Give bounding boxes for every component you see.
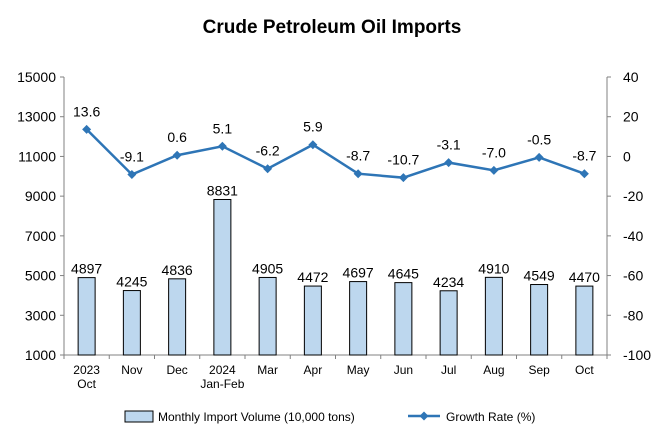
- left-tick-label: 1000: [25, 347, 56, 363]
- line-point: [534, 152, 544, 162]
- line-data-label: -10.7: [387, 152, 419, 168]
- line-data-label: -6.2: [256, 143, 280, 159]
- bar-data-label: 4905: [252, 260, 283, 276]
- bar: [122, 290, 141, 356]
- bar-data-label: 4910: [478, 260, 509, 276]
- bar-data-label: 4897: [71, 261, 102, 277]
- line-point: [353, 169, 363, 179]
- bar: [439, 290, 458, 356]
- category-labels: 2023 Oct Nov Dec 2024 Jan-Feb Mar Apr May Jun Jul A…: [73, 363, 594, 391]
- line-data-label: -8.7: [346, 148, 370, 164]
- right-tick-label: 20: [623, 109, 639, 125]
- right-tick-label: -80: [623, 307, 643, 323]
- legend-bar-label: Monthly Import Volume (10,000 tons): [158, 410, 355, 424]
- line-series: 13.6 -9.1 0.6 5.1 -6.2 5.9 -8.7 -10.7 -3.1 -7.0 -0…: [73, 103, 597, 183]
- line-point: [579, 169, 589, 179]
- x-tick-label: Apr: [304, 363, 323, 377]
- bar: [303, 285, 322, 356]
- x-tick-label: May: [347, 363, 370, 377]
- legend-line-marker: [419, 411, 429, 421]
- bar: [484, 276, 503, 356]
- line-point: [308, 140, 318, 150]
- x-tick-label: Mar: [257, 363, 278, 377]
- bar: [213, 198, 232, 356]
- line-point: [217, 141, 227, 151]
- right-tick-label: -100: [623, 347, 651, 363]
- line-data-label: -9.1: [120, 148, 144, 164]
- right-tick-label: -40: [623, 228, 643, 244]
- bar-data-label: 8831: [207, 182, 238, 198]
- line-data-label: -7.0: [482, 144, 506, 160]
- line-point: [398, 173, 408, 183]
- line-data-label: 5.1: [213, 120, 233, 136]
- bar: [349, 281, 368, 356]
- left-tick-label: 3000: [25, 307, 56, 323]
- line-data-label: 5.9: [303, 119, 323, 135]
- chart-title: Crude Petroleum Oil Imports: [203, 17, 462, 38]
- x-tick-label: 2023 Oct: [73, 363, 100, 391]
- x-tick-label: 2024 Jan-Feb: [200, 363, 244, 391]
- line-point: [444, 158, 454, 168]
- line-point: [263, 164, 273, 174]
- line-point: [82, 124, 92, 134]
- axes: 1000 3000 5000 7000 9000 11000 13000 15000 -100 -…: [17, 69, 651, 363]
- line-point: [127, 169, 137, 179]
- bar-data-label: 4245: [116, 274, 147, 290]
- right-tick-label: 40: [623, 69, 639, 85]
- line-point: [172, 150, 182, 160]
- line-data-label: 0.6: [167, 129, 187, 145]
- bar-data-label: 4645: [388, 266, 419, 282]
- bar-data-label: 4549: [524, 268, 555, 284]
- bar: [258, 276, 277, 356]
- line-data-label: -0.5: [527, 131, 551, 147]
- bar: [394, 282, 413, 356]
- right-tick-label: -20: [623, 188, 643, 204]
- x-tick-label: Sep: [528, 363, 550, 377]
- legend: Monthly Import Volume (10,000 tons) Growt…: [124, 410, 535, 424]
- x-tick-label: Aug: [483, 363, 504, 377]
- bar-data-label: 4470: [569, 269, 600, 285]
- x-tick-label: Nov: [121, 363, 142, 377]
- legend-line-label: Growth Rate (%): [446, 410, 535, 424]
- line-point: [489, 165, 499, 175]
- bar-data-label: 4234: [433, 274, 464, 290]
- left-tick-label: 11000: [18, 148, 56, 164]
- x-tick-label: Jul: [441, 363, 456, 377]
- growth-rate-line: [85, 128, 585, 179]
- legend-bar-swatch: [124, 410, 154, 423]
- bar-data-label: 4836: [162, 262, 193, 278]
- x-tick-label: Jun: [394, 363, 413, 377]
- bar: [575, 285, 594, 356]
- bar-data-label: 4697: [343, 265, 374, 281]
- line-data-label: 13.6: [73, 103, 100, 119]
- left-tick-label: 9000: [25, 188, 56, 204]
- bar: [77, 277, 96, 356]
- right-tick-label: 0: [623, 148, 631, 164]
- left-tick-label: 7000: [25, 228, 56, 244]
- x-tick-label: Oct: [575, 363, 594, 377]
- left-tick-label: 13000: [17, 109, 56, 125]
- bar: [168, 278, 187, 356]
- bar-data-label: 4472: [297, 269, 328, 285]
- line-data-label: -8.7: [572, 148, 596, 164]
- x-tick-label: Dec: [166, 363, 187, 377]
- bar: [530, 284, 549, 356]
- left-tick-label: 5000: [25, 268, 56, 284]
- right-tick-label: -60: [623, 268, 643, 284]
- left-tick-label: 15000: [17, 69, 56, 85]
- bar-series: 4897 4245 4836 8831 4905 4472 4697 4645 4234 4910…: [71, 182, 600, 356]
- line-data-label: -3.1: [437, 137, 461, 153]
